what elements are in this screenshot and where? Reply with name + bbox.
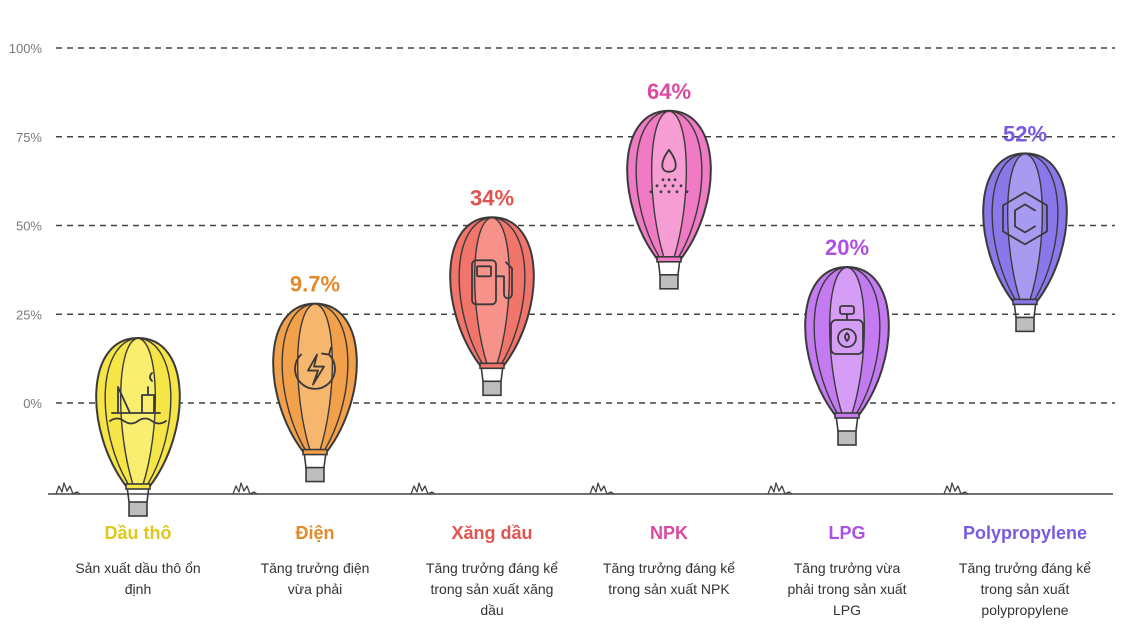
category-description: polypropylene [981,602,1068,618]
category-description: vừa phải [288,581,343,597]
category-label: Polypropylene [963,523,1087,543]
balloon-npk: 64% NPK Tăng trưởng đáng kể trong sản xuất … [603,79,735,597]
balloon-basket [659,273,679,290]
data-label: 34% [470,185,514,210]
gas-cylinder-icon [830,305,864,355]
data-label: 9.7% [290,272,340,297]
category-description: Tăng trưởng đáng kể [426,560,558,576]
category-label: Xăng dầu [451,523,532,543]
grass-tuft [55,482,81,495]
balloon-panel-line [491,216,526,366]
balloon-panel-line [1024,152,1043,302]
grass-tuft [410,482,436,495]
balloon-panel-line [635,110,670,260]
fertilizer-icon [649,148,689,194]
fuel-pump-icon [471,259,513,306]
balloon-lpg: 20% LPG Tăng trưởng vừa phải trong sản xuất… [787,235,906,618]
balloon-panel-line [991,152,1026,302]
balloon-basket [128,501,148,517]
y-tick-label: 25% [16,307,42,322]
category-description: trong sản xuất NPK [608,581,730,597]
category-description: Sản xuất dầu thô ổn [75,560,200,576]
balloon-basket [482,380,502,397]
category-description: Tăng trưởng điện [261,560,370,576]
grass-tuft [232,482,258,495]
balloon-panel-line [1007,152,1026,302]
balloon-panel-line [813,266,848,416]
balloon-panel-line [491,216,510,366]
balloon-panel-line [137,337,156,487]
balloon-panel-line [846,266,881,416]
balloon-highlight [1007,155,1043,301]
balloon-basket [305,466,325,483]
balloon-điện: 9.7% Điện Tăng trưởng điện vừa phải [261,272,370,597]
balloon-panel-line [829,266,848,416]
balloon-dầu-thô: Dầu thô Sản xuất dầu thô ổn định [75,336,201,597]
y-tick-label: 100% [9,41,43,56]
balloon-panel-line [474,216,493,366]
category-description: trong sản xuất xăng [431,581,554,597]
balloon-highlight [474,219,510,365]
balloon-highlight [651,112,687,258]
gridlines: 0% 25% 50% 75% 100% [9,41,1115,411]
data-label: 52% [1003,121,1047,146]
balloon-burner [125,483,151,490]
grass-tuft [767,482,793,495]
category-label: LPG [828,523,865,543]
balloon-panel-line [104,337,139,487]
balloon-panel-line [314,302,349,452]
balloon-panel-line [1024,152,1059,302]
y-tick-label: 75% [16,130,42,145]
category-description: dầu [480,602,503,618]
balloon-panel-line [668,110,687,260]
balloon-xăng-dầu: 34% Xăng dầu Tăng trưởng đáng kể trong sản … [426,185,558,618]
balloon-panel-line [651,110,670,260]
oil-rig-icon [109,372,167,425]
y-tick-label: 50% [16,219,42,234]
data-label: 64% [647,79,691,104]
y-tick-label: 0% [23,396,42,411]
category-description: trong sản xuất [981,581,1070,597]
category-description: phải trong sản xuất [787,581,906,597]
grass-tuft [589,482,615,495]
category-description: Tăng trưởng đáng kể [959,560,1091,576]
balloon-panel-line [846,266,865,416]
category-description: Tăng trưởng vừa [794,560,901,576]
balloon-panel-line [668,110,703,260]
balloon-basket [837,430,857,446]
category-description: LPG [833,602,861,618]
category-description: Tăng trưởng đáng kể [603,560,735,576]
balloon-panel-line [137,337,172,487]
balloon-burner [479,362,505,370]
balloon-burner [656,255,682,263]
category-label: Dầu thô [105,523,172,543]
category-description: định [125,581,151,597]
balloon-basket [1015,316,1035,333]
category-label: NPK [650,523,688,543]
data-label: 20% [825,235,869,260]
grass-tuft [943,482,969,495]
balloon-burner [834,412,860,419]
balloon-panel-line [281,302,316,452]
category-label: Điện [295,523,334,543]
ground-line [48,482,1113,495]
balloon-panel-line [458,216,493,366]
balloon-burner [302,448,328,456]
power-icon [294,346,336,390]
polymer-icon [1002,191,1048,246]
balloon-burner [1012,298,1038,306]
balloon-polypropylene: 52% Polypropylene Tăng trưởng đáng kể trong… [959,121,1091,618]
